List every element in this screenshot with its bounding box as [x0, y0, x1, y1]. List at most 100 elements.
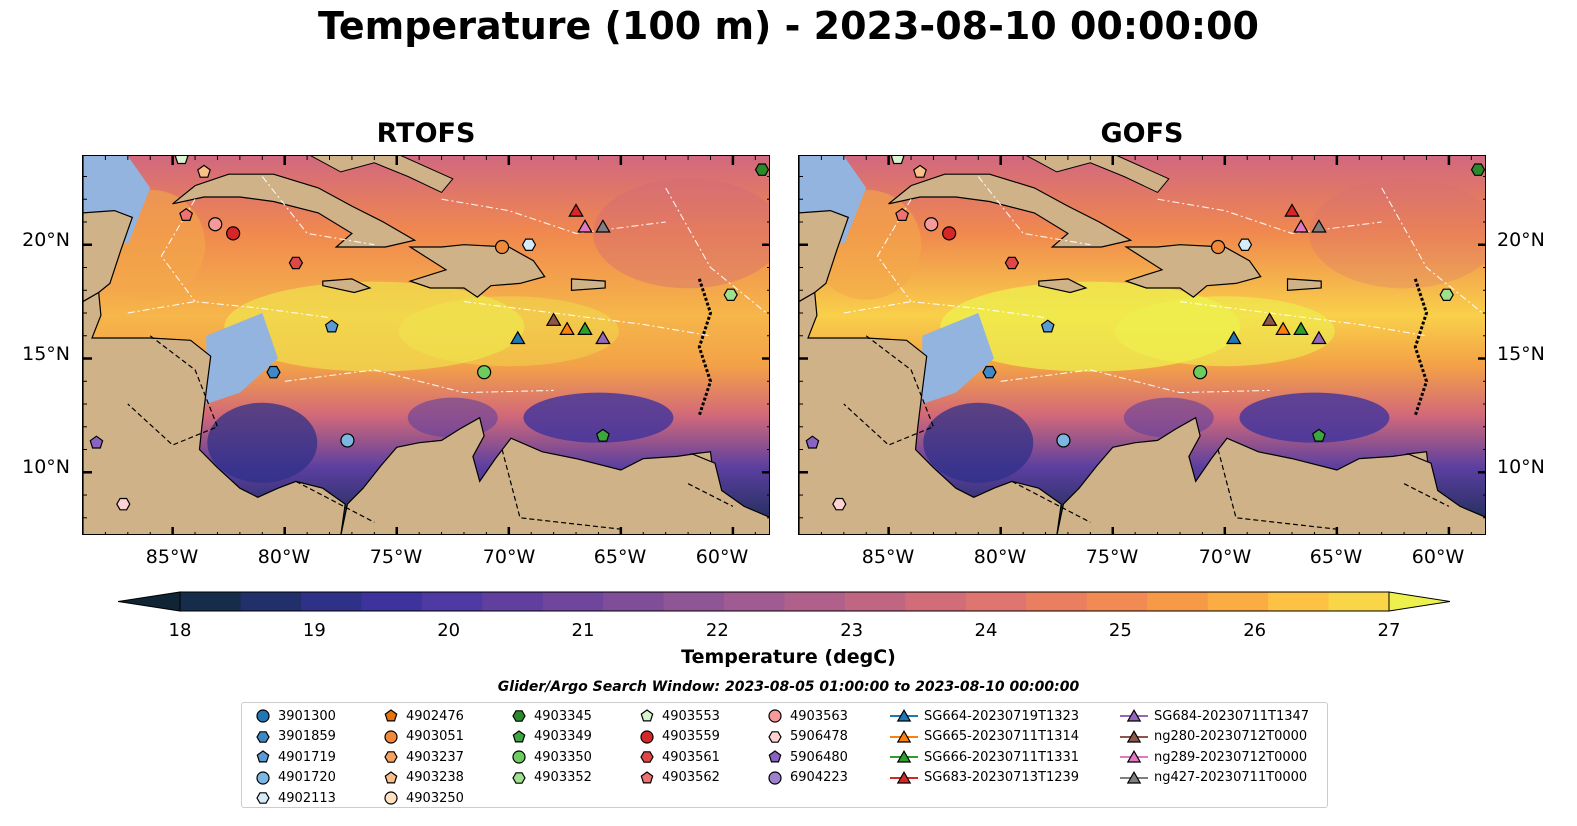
legend-item: 4903553	[638, 706, 720, 726]
rtofs-marker-4903561	[288, 256, 304, 270]
legend-marker-icon	[256, 770, 270, 785]
temperature-field[interactable]	[799, 156, 1486, 535]
lon-label-left: 60°W	[695, 546, 749, 568]
legend-label: 4903562	[662, 770, 720, 785]
rtofs-marker-4901719	[324, 319, 339, 333]
rtofs-marker-4903553	[174, 156, 189, 165]
legend-item: 4901719	[254, 747, 336, 767]
temperature-field[interactable]	[83, 156, 770, 535]
legend-hexagon	[640, 751, 654, 763]
colorbar-segment	[361, 592, 423, 611]
lon-label-left: 75°W	[369, 546, 423, 568]
lon-label-right: 75°W	[1085, 546, 1139, 568]
legend-item: ng427-20230711T0000	[1120, 768, 1307, 788]
legend-marker-icon	[256, 750, 270, 763]
rtofs-marker-4903051	[494, 239, 510, 255]
legend-marker-icon	[890, 729, 918, 743]
lat-label-left: 10°N	[22, 456, 70, 478]
rtofs-marker-4902113	[521, 238, 537, 252]
legend-circle	[256, 770, 270, 785]
gofs-marker-5906480	[805, 435, 820, 449]
legend-circle	[768, 770, 782, 785]
legend-marker-icon	[640, 709, 654, 722]
legend-item: 4903250	[382, 788, 464, 808]
legend-label: 4902113	[278, 790, 336, 806]
legend-label: ng427-20230711T0000	[1154, 770, 1308, 785]
legend-label: SG665-20230711T1314	[924, 729, 1080, 744]
colorbar-tick-label: 27	[1377, 620, 1401, 641]
lat-label-right: 10°N	[1497, 456, 1545, 478]
legend-item: SG666-20230711T1331	[890, 747, 1079, 767]
legend-label: SG683-20230713T1239	[924, 770, 1080, 785]
legend-label: 4903237	[406, 749, 464, 765]
rtofs-marker-ng289	[577, 219, 593, 233]
legend-label: 4901720	[278, 770, 336, 785]
legend-triangle	[896, 729, 912, 743]
colorbar-extend-high	[1388, 591, 1451, 612]
legend-marker-icon	[512, 710, 526, 722]
legend-item: 5906480	[766, 747, 848, 767]
legend-marker-icon	[1120, 749, 1148, 763]
legend-label: SG666-20230711T1331	[924, 749, 1080, 765]
legend-circle	[768, 709, 782, 723]
legend-label: 4903349	[534, 729, 592, 744]
colorbar-segment	[1268, 592, 1330, 611]
gofs-marker-4903561	[1004, 256, 1020, 270]
legend-marker-icon	[256, 792, 270, 804]
rtofs-marker-4903238	[197, 164, 211, 178]
gofs-marker-4903349	[1311, 428, 1326, 442]
lat-label-left: 20°N	[22, 229, 70, 251]
lon-label-left: 80°W	[257, 546, 311, 568]
rtofs-marker-4903345	[754, 163, 769, 176]
legend-label: SG664-20230719T1323	[924, 708, 1080, 724]
legend-marker-icon	[640, 770, 654, 783]
colorbar-extend-low	[117, 591, 181, 612]
rtofs-marker-4903563	[208, 217, 223, 232]
panel-title-gofs: GOFS	[1100, 118, 1184, 149]
legend-label: 5906478	[790, 729, 848, 744]
rtofs-marker-SG666	[577, 321, 593, 335]
legend-label: 4903352	[534, 770, 592, 785]
legend-label: 4903345	[534, 708, 592, 724]
rtofs-marker-4903562	[179, 207, 194, 222]
legend-item: 4903349	[510, 727, 592, 747]
colorbar-segment	[421, 592, 483, 611]
legend-item: SG684-20230711T1347	[1120, 706, 1309, 726]
legend-triangle	[1126, 749, 1142, 763]
legend-triangle	[896, 749, 912, 763]
legend-item: 4901720	[254, 768, 336, 788]
legend-marker-icon	[512, 771, 526, 784]
colorbar-tick-label: 19	[302, 620, 326, 641]
gofs-marker-ng280	[1261, 312, 1278, 326]
rtofs-marker-5906480	[89, 435, 104, 449]
legend-hexagon	[512, 771, 526, 784]
legend-label: 4903350	[534, 749, 592, 765]
legend-pentagon	[640, 709, 654, 722]
colorbar-segment	[603, 592, 665, 611]
gofs-marker-4902113	[1237, 238, 1253, 252]
legend-marker-icon	[768, 730, 782, 743]
colorbar-segment	[965, 592, 1027, 611]
colorbar-segment	[1147, 592, 1209, 611]
legend-triangle	[1126, 729, 1142, 743]
gofs-marker-4903553	[890, 156, 905, 165]
legend-item: 4903563	[766, 706, 848, 726]
gofs-marker-SG665	[1275, 321, 1291, 335]
colorbar-segment	[784, 592, 846, 611]
legend-pentagon	[512, 729, 526, 742]
map-panel-gofs[interactable]	[798, 155, 1486, 535]
legend-marker-icon	[1120, 770, 1148, 784]
rtofs-marker-4901720	[340, 433, 355, 448]
colorbar-tick-label: 21	[571, 620, 595, 641]
gofs-marker-3901859	[982, 365, 997, 379]
legend-item: ng289-20230712T0000	[1120, 747, 1307, 767]
map-panel-rtofs[interactable]	[82, 155, 770, 535]
rtofs-marker-SG665	[559, 321, 575, 335]
legend-marker-icon	[256, 709, 270, 723]
gofs-marker-SG666	[1293, 321, 1309, 335]
legend-marker-icon	[384, 751, 398, 763]
gofs-marker-4903350	[1193, 365, 1208, 380]
rtofs-marker-ng280	[545, 312, 562, 326]
legend-marker-icon	[768, 709, 782, 723]
colorbar-segment	[724, 592, 786, 611]
